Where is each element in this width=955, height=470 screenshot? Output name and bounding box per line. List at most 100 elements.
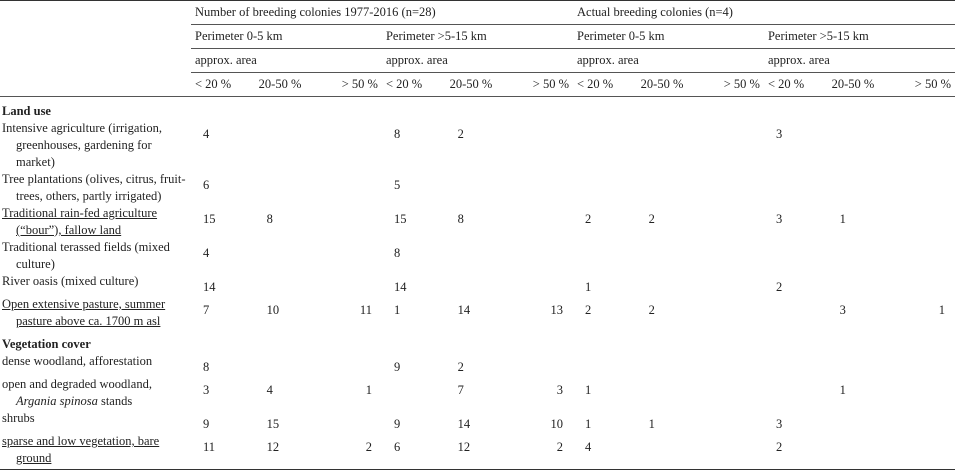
empty-cell xyxy=(891,120,955,171)
empty-cell xyxy=(509,239,573,273)
corner-cell xyxy=(0,1,191,25)
table-row: < 20 % 20-50 % > 50 % < 20 % 20-50 % > 50 % < … xyxy=(0,72,955,97)
table-row: Open extensive pasture, summer pasture a… xyxy=(0,296,955,330)
row-label-italic: Argania spinosa xyxy=(16,394,98,408)
count-cell: 12 xyxy=(266,440,280,454)
empty-cell xyxy=(509,273,573,296)
table-row: dense woodland, afforestation 8 9 2 xyxy=(0,353,955,376)
row-label-text: open and degraded woodland, xyxy=(2,377,152,391)
empty-cell xyxy=(637,433,701,470)
empty-cell xyxy=(573,353,637,376)
empty-cell xyxy=(828,171,892,205)
count-cell: 10 xyxy=(550,417,564,431)
empty-cell xyxy=(764,376,828,410)
count-cell: 13 xyxy=(550,303,564,317)
row-label-cell: shrubs xyxy=(0,410,191,433)
empty-cell xyxy=(255,353,319,376)
row-label-text: dense woodland, afforestation xyxy=(2,354,153,368)
count-cell: 1 xyxy=(585,383,592,397)
count-cell: 4 xyxy=(203,127,210,141)
subcol-header: < 20 % xyxy=(191,72,255,97)
table-row: sparse and low vegetation, bare ground 11… xyxy=(0,433,955,470)
count-cell: 11 xyxy=(203,440,216,454)
count-cell: 1 xyxy=(938,303,945,317)
count-cell: 2 xyxy=(585,303,592,317)
row-label: dense woodland, afforestation xyxy=(2,353,189,370)
perimeter-header: Perimeter >5-15 km xyxy=(381,24,573,49)
empty-cell xyxy=(891,353,955,376)
row-label: Intensive agriculture (irrigation, green… xyxy=(2,120,189,171)
table-row: Land use xyxy=(0,97,955,121)
count-cell: 15 xyxy=(203,212,216,226)
count-cell: 2 xyxy=(775,440,783,454)
empty-cell xyxy=(637,171,701,205)
count-cell: 14 xyxy=(203,280,216,294)
empty-cell xyxy=(700,296,764,330)
empty-cell xyxy=(891,433,955,470)
count-cell: 8 xyxy=(457,212,464,226)
empty-cell xyxy=(700,205,764,239)
count-cell: 14 xyxy=(457,303,471,317)
row-label-cell: Open extensive pasture, summer pasture a… xyxy=(0,296,191,330)
empty-cell xyxy=(637,273,701,296)
group-header: Actual breeding colonies (n=4) xyxy=(573,0,955,25)
table-row: approx. area approx. area approx. area appr… xyxy=(0,48,955,73)
empty-cell xyxy=(828,433,892,470)
empty-cell xyxy=(318,239,382,273)
empty-cell xyxy=(446,273,510,296)
empty-cell xyxy=(764,353,828,376)
empty-cell xyxy=(509,120,573,171)
empty-cell xyxy=(318,120,382,171)
subcol-header: > 50 % xyxy=(891,72,955,97)
empty-cell xyxy=(318,353,382,376)
empty-cell xyxy=(828,353,892,376)
count-cell: 3 xyxy=(556,383,563,397)
count-cell: 14 xyxy=(393,280,407,294)
empty-cell xyxy=(255,120,319,171)
count-cell: 6 xyxy=(203,178,210,192)
count-cell: 14 xyxy=(457,417,471,431)
subcol-header: < 20 % xyxy=(381,72,446,97)
table-row: open and degraded woodland, Argania spin… xyxy=(0,376,955,410)
empty-cell xyxy=(700,353,764,376)
count-cell: 8 xyxy=(393,246,401,260)
table-row: Traditional terassed fields (mixed cultu… xyxy=(0,239,955,273)
empty-cell xyxy=(700,376,764,410)
count-cell: 2 xyxy=(457,127,464,141)
area-header: approx. area xyxy=(191,48,382,73)
count-cell: 3 xyxy=(775,127,783,141)
count-cell: 2 xyxy=(648,303,655,317)
row-label-text: River oasis (mixed culture) xyxy=(2,274,139,288)
row-label: Open extensive pasture, summer pasture a… xyxy=(2,296,189,330)
row-label-cell: Intensive agriculture (irrigation, green… xyxy=(0,120,191,171)
table-row: Perimeter 0-5 km Perimeter >5-15 km Perime… xyxy=(0,24,955,49)
empty-cell xyxy=(318,410,382,433)
perimeter-header: Perimeter 0-5 km xyxy=(573,24,764,49)
corner-cell xyxy=(0,72,191,97)
count-cell: 1 xyxy=(585,417,592,431)
empty-cell xyxy=(509,353,573,376)
empty-cell xyxy=(891,171,955,205)
section-title: Land use xyxy=(2,104,51,118)
count-cell: 8 xyxy=(393,127,401,141)
count-cell: 8 xyxy=(266,212,273,226)
empty-cell xyxy=(828,120,892,171)
corner-cell xyxy=(0,49,191,73)
empty-cell xyxy=(700,120,764,171)
count-cell: 1 xyxy=(393,303,401,317)
count-cell: 2 xyxy=(457,360,464,374)
empty-cell xyxy=(891,205,955,239)
count-cell: 3 xyxy=(775,417,783,431)
count-cell: 1 xyxy=(839,383,846,397)
row-label-text: Traditional rain-fed agriculture (“bour”… xyxy=(2,206,158,237)
count-cell: 2 xyxy=(585,212,592,226)
empty-cell xyxy=(255,171,319,205)
row-label-cell: River oasis (mixed culture) xyxy=(0,273,191,296)
subcol-header: < 20 % xyxy=(573,72,637,97)
count-cell: 4 xyxy=(585,440,592,454)
count-cell: 4 xyxy=(203,246,210,260)
empty-cell xyxy=(255,273,319,296)
count-cell: 2 xyxy=(775,280,783,294)
row-label: sparse and low vegetation, bare ground xyxy=(2,433,189,467)
